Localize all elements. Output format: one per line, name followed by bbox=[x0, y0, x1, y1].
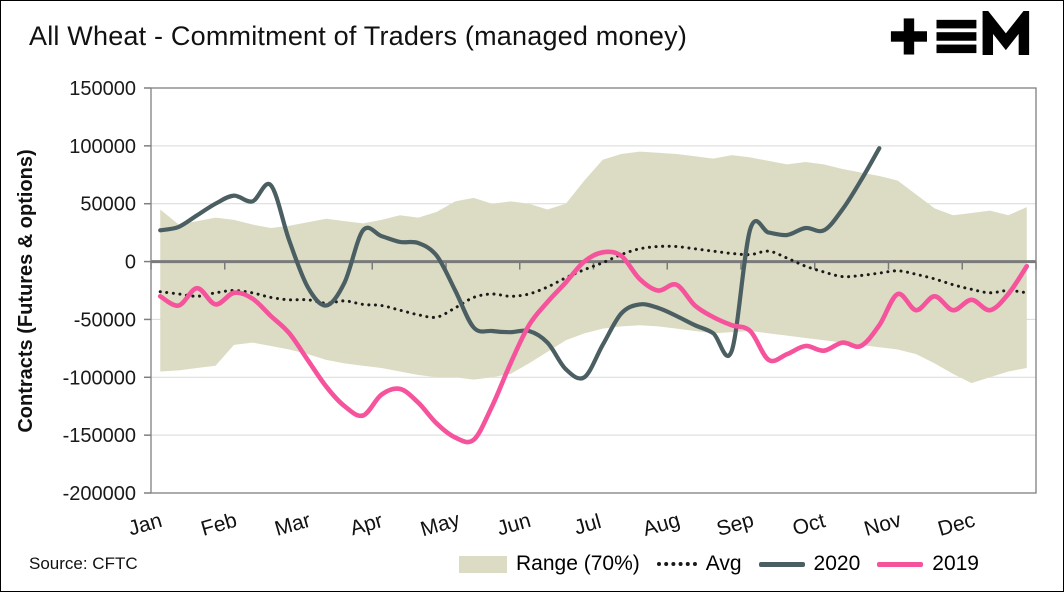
y-tick-label: 0 bbox=[125, 252, 136, 274]
tem-logo bbox=[889, 3, 1041, 61]
y-tick-label: 100000 bbox=[69, 136, 136, 158]
y-tick-label: -200000 bbox=[63, 483, 136, 505]
chart-title: All Wheat - Commitment of Traders (manag… bbox=[29, 21, 688, 51]
x-tick-label: Oct bbox=[790, 509, 828, 540]
legend-label-avg: Avg bbox=[705, 552, 742, 575]
legend-item-range: Range (70%) bbox=[459, 552, 640, 576]
legend-label-range: Range (70%) bbox=[516, 552, 640, 575]
line-2020-swatch bbox=[758, 561, 805, 567]
x-tick-label: Feb bbox=[198, 509, 239, 541]
line-2019-swatch bbox=[877, 561, 924, 567]
y-tick-label: -100000 bbox=[63, 367, 136, 389]
plus-icon bbox=[890, 18, 927, 55]
x-tick-label: Mar bbox=[272, 509, 313, 541]
x-tick-label: Sep bbox=[714, 509, 756, 541]
legend-label-2020: 2020 bbox=[813, 552, 861, 575]
x-tick-label: Dec bbox=[935, 509, 977, 541]
series-line-2019 bbox=[157, 249, 1030, 445]
x-tick-label: Jun bbox=[495, 509, 534, 540]
legend-label-2019: 2019 bbox=[932, 552, 979, 575]
x-tick-label: Apr bbox=[348, 509, 386, 540]
legend-item-2020: 2020 bbox=[758, 552, 861, 576]
letter-m-icon bbox=[982, 3, 1030, 55]
legend-item-avg: Avg bbox=[656, 552, 742, 576]
y-tick-label: 150000 bbox=[69, 78, 136, 100]
avg-line-swatch bbox=[656, 562, 697, 566]
x-tick-label: Jul bbox=[572, 510, 604, 540]
legend-item-2019: 2019 bbox=[877, 552, 979, 576]
range-band-swatch bbox=[459, 555, 507, 573]
tem-logo-graphic bbox=[890, 3, 1030, 55]
x-tick-label: Jan bbox=[126, 509, 165, 540]
x-tick-label: Nov bbox=[862, 508, 905, 541]
series-line-avg bbox=[158, 244, 1029, 319]
legend: Range (70%) Avg 2020 2019 bbox=[459, 552, 979, 576]
x-tick-label: May bbox=[418, 508, 463, 541]
x-tick-label: Aug bbox=[640, 509, 682, 541]
y-tick-label: -50000 bbox=[74, 309, 136, 331]
triple-bar-icon bbox=[936, 19, 977, 54]
y-tick-label: 50000 bbox=[80, 194, 136, 216]
plot-frame bbox=[150, 87, 1037, 494]
y-tick-label: -150000 bbox=[63, 425, 136, 447]
source-note: Source: CFTC bbox=[29, 554, 138, 573]
